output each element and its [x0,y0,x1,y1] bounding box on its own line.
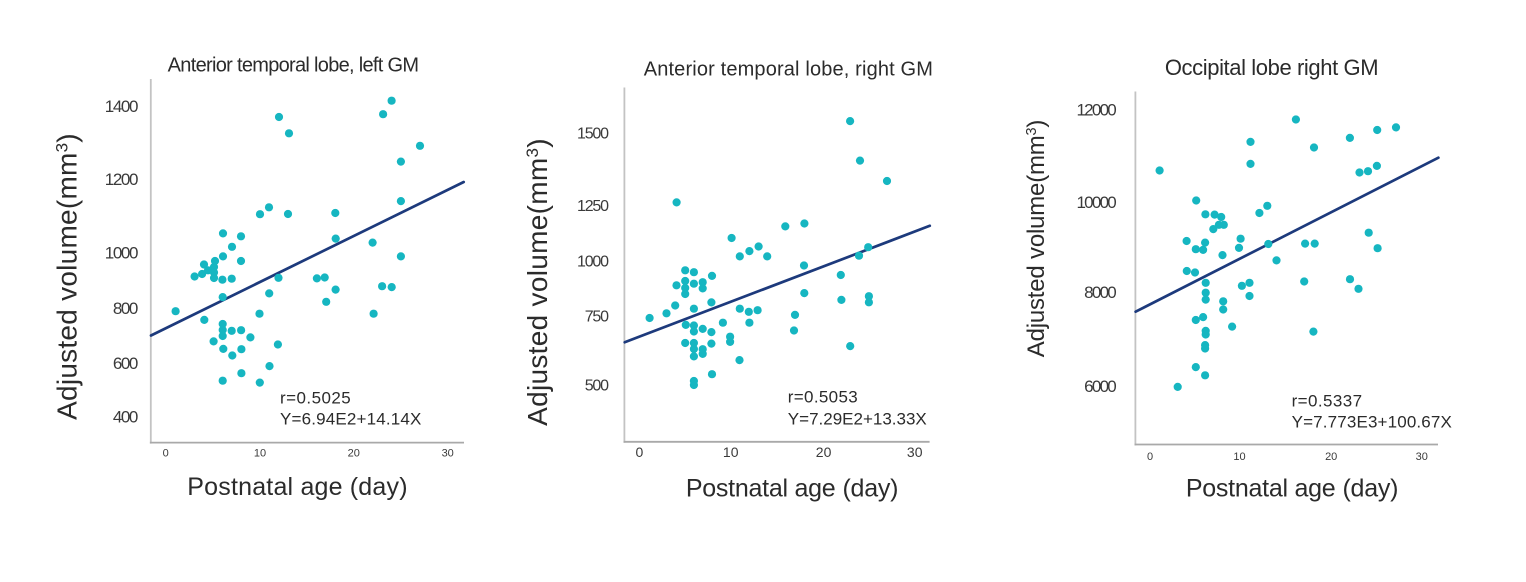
svg-text:750: 750 [585,308,609,325]
svg-text:0: 0 [636,444,644,460]
svg-text:Adjusted volume(mm3): Adjusted volume(mm3) [1023,120,1050,357]
svg-text:800: 800 [113,299,138,318]
svg-text:r=0.5025: r=0.5025 [280,388,351,407]
svg-text:0: 0 [163,448,169,460]
svg-text:12000: 12000 [1076,101,1116,120]
svg-text:10: 10 [723,444,739,460]
svg-text:10000: 10000 [1076,193,1116,212]
svg-text:400: 400 [113,408,138,427]
svg-text:1500: 1500 [577,126,609,143]
svg-text:20: 20 [816,444,832,460]
svg-text:30: 30 [442,448,454,460]
svg-text:20: 20 [1325,451,1337,463]
svg-text:r=0.5053: r=0.5053 [788,388,858,407]
svg-text:6000: 6000 [1084,377,1116,396]
svg-text:Y=6.94E2+14.14X: Y=6.94E2+14.14X [280,410,422,429]
svg-text:Occipital lobe right GM: Occipital lobe right GM [1165,55,1378,80]
svg-text:Y=7.29E2+13.33X: Y=7.29E2+13.33X [788,410,927,429]
svg-text:30: 30 [907,444,923,460]
svg-text:1250: 1250 [577,198,609,215]
svg-text:r=0.5337: r=0.5337 [1292,392,1363,411]
svg-text:1400: 1400 [105,97,138,116]
svg-text:500: 500 [585,377,609,394]
svg-text:0: 0 [1147,451,1153,463]
svg-text:1000: 1000 [105,244,138,263]
svg-text:10: 10 [254,448,266,460]
svg-text:30: 30 [1416,451,1428,463]
svg-text:600: 600 [113,354,138,373]
svg-text:20: 20 [348,448,360,460]
svg-text:10: 10 [1233,451,1245,463]
svg-text:Postnatal age(day): Postnatal age (day) [686,475,898,503]
svg-text:Anterior temporal lobe, left G: Anterior temporal lobe, left GM [168,55,419,77]
svg-text:Postnatal age(day): Postnatal age (day) [1186,475,1398,503]
svg-text:Postnatal age(day): Postnatal age (day) [187,473,407,501]
svg-text:1200: 1200 [105,170,138,189]
svg-text:Adjusted volume(mm3): Adjusted volume(mm3) [52,133,83,420]
svg-text:Adjusted volume(mm3): Adjusted volume(mm3) [522,138,553,426]
svg-text:Y=7.773E3+100.67X: Y=7.773E3+100.67X [1292,413,1452,432]
svg-text:Anterior temporal lobe, right: Anterior temporal lobe, right GM [644,59,933,81]
svg-text:8000: 8000 [1084,283,1116,302]
svg-text:1000: 1000 [577,254,609,271]
